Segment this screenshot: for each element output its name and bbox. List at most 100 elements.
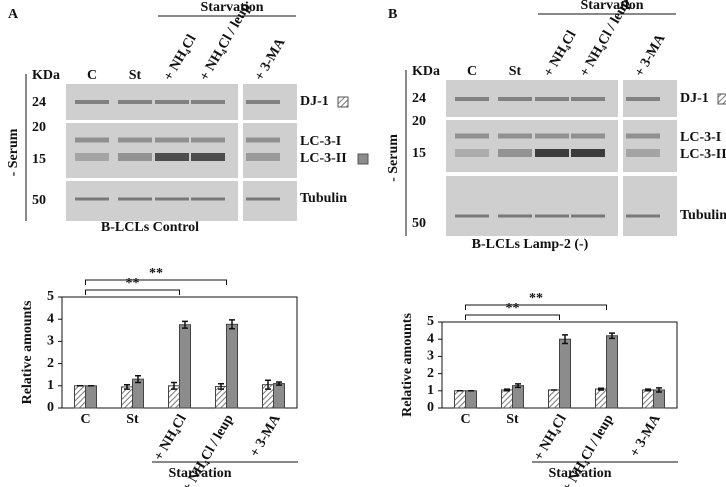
y-tick-label: 0 bbox=[47, 400, 54, 415]
blot-band bbox=[626, 133, 660, 139]
blot-band bbox=[455, 97, 489, 101]
error-bar bbox=[265, 379, 271, 390]
significance-label: ** bbox=[149, 266, 163, 281]
legend-swatch bbox=[717, 93, 726, 105]
blot-group-label: Starvation bbox=[581, 0, 644, 13]
blot-band bbox=[75, 137, 109, 143]
lane-label: St bbox=[509, 64, 522, 79]
blot-strip bbox=[623, 176, 677, 236]
error-bar bbox=[645, 388, 651, 392]
lane-label: + NH₄Cl bbox=[161, 32, 199, 83]
significance-bracket bbox=[85, 279, 227, 285]
y-tick-label: 5 bbox=[47, 289, 54, 304]
blot-label: LC-3-I bbox=[300, 134, 341, 149]
blot-band bbox=[191, 137, 225, 143]
blot-band bbox=[455, 149, 489, 157]
blot-group-label: Starvation bbox=[201, 0, 264, 15]
error-bar bbox=[229, 319, 235, 330]
error-bar bbox=[171, 381, 177, 390]
bar bbox=[559, 338, 571, 409]
x-tick-label: + NH₄Cl bbox=[151, 412, 189, 463]
significance-bracket bbox=[465, 304, 607, 310]
blot-strip bbox=[243, 181, 297, 221]
y-axis-label: Relative amounts bbox=[400, 313, 415, 417]
bar bbox=[548, 389, 560, 409]
legend-label: DJ-1 bbox=[300, 94, 329, 109]
y-tick-label: 3 bbox=[427, 349, 434, 364]
blot-band bbox=[246, 100, 280, 104]
blot-band bbox=[118, 197, 152, 201]
kda-marker: 15 bbox=[32, 152, 46, 167]
lane-label: + 3-MA bbox=[632, 31, 669, 80]
blot-band bbox=[455, 133, 489, 139]
blot-band bbox=[535, 214, 569, 218]
lane-label: C bbox=[467, 64, 477, 79]
kda-label: KDa bbox=[32, 68, 60, 83]
x-tick-label: + 3-MA bbox=[248, 411, 285, 460]
kda-marker: 15 bbox=[412, 146, 426, 161]
blot-band bbox=[498, 149, 532, 157]
blot-label: Tubulin bbox=[680, 208, 726, 223]
blot-band bbox=[498, 214, 532, 218]
bar bbox=[454, 390, 466, 409]
blot-band bbox=[191, 197, 225, 201]
lane-label: C bbox=[87, 68, 97, 83]
blot-strip bbox=[243, 123, 297, 178]
lane-label: + NH₄Cl bbox=[541, 28, 579, 79]
chart-title: B-LCLs Control bbox=[101, 220, 199, 235]
blot-strip bbox=[623, 120, 677, 172]
blot-band bbox=[246, 153, 280, 161]
bar bbox=[121, 386, 133, 409]
blot-band bbox=[571, 149, 605, 157]
x-tick-label: C bbox=[460, 412, 470, 427]
legend-swatch bbox=[337, 96, 349, 108]
blot-band bbox=[118, 137, 152, 143]
bar bbox=[74, 385, 86, 409]
legend-label: LC-3-II bbox=[300, 151, 347, 166]
error-bar bbox=[562, 334, 568, 345]
x-tick-label: + NH₄Cl bbox=[531, 412, 569, 463]
y-tick-label: 4 bbox=[47, 311, 54, 326]
error-bar bbox=[598, 387, 604, 391]
blot-strip bbox=[446, 176, 618, 236]
chart-title: B-LCLs Lamp-2 (-) bbox=[472, 237, 589, 252]
x-tick-label: C bbox=[80, 412, 90, 427]
error-bar bbox=[276, 381, 282, 386]
lane-label: St bbox=[129, 68, 142, 83]
legend-label: DJ-1 bbox=[680, 91, 709, 106]
x-group-label: Starvation bbox=[169, 466, 232, 481]
y-tick-label: 0 bbox=[427, 400, 434, 415]
blot-band bbox=[571, 133, 605, 139]
panel-label: B bbox=[388, 7, 397, 22]
blot-band bbox=[571, 214, 605, 218]
error-bar bbox=[182, 320, 188, 329]
blot-band bbox=[155, 153, 189, 161]
blot-band bbox=[246, 137, 280, 143]
bar bbox=[642, 389, 654, 409]
blot-band bbox=[535, 133, 569, 139]
blot-band bbox=[75, 100, 109, 104]
x-tick-label: St bbox=[506, 412, 519, 427]
x-tick-label: St bbox=[126, 412, 139, 427]
bar bbox=[273, 383, 285, 409]
significance-label: ** bbox=[126, 276, 140, 291]
bar bbox=[132, 378, 144, 409]
kda-marker: 50 bbox=[412, 216, 426, 231]
error-bar bbox=[124, 383, 130, 390]
panel-label: A bbox=[8, 7, 19, 22]
blot-band bbox=[191, 100, 225, 104]
y-tick-label: 5 bbox=[427, 314, 434, 329]
significance-bracket bbox=[465, 314, 560, 320]
blot-band bbox=[75, 153, 109, 161]
blot-band bbox=[626, 149, 660, 157]
kda-marker: 20 bbox=[412, 114, 426, 129]
y-tick-label: 1 bbox=[47, 378, 54, 393]
blot-band bbox=[155, 100, 189, 104]
blot-band bbox=[118, 153, 152, 161]
y-tick-label: 1 bbox=[427, 383, 434, 398]
blot-band bbox=[626, 214, 660, 218]
error-bar bbox=[218, 383, 224, 390]
blot-band bbox=[75, 197, 109, 201]
blot-band bbox=[155, 137, 189, 143]
